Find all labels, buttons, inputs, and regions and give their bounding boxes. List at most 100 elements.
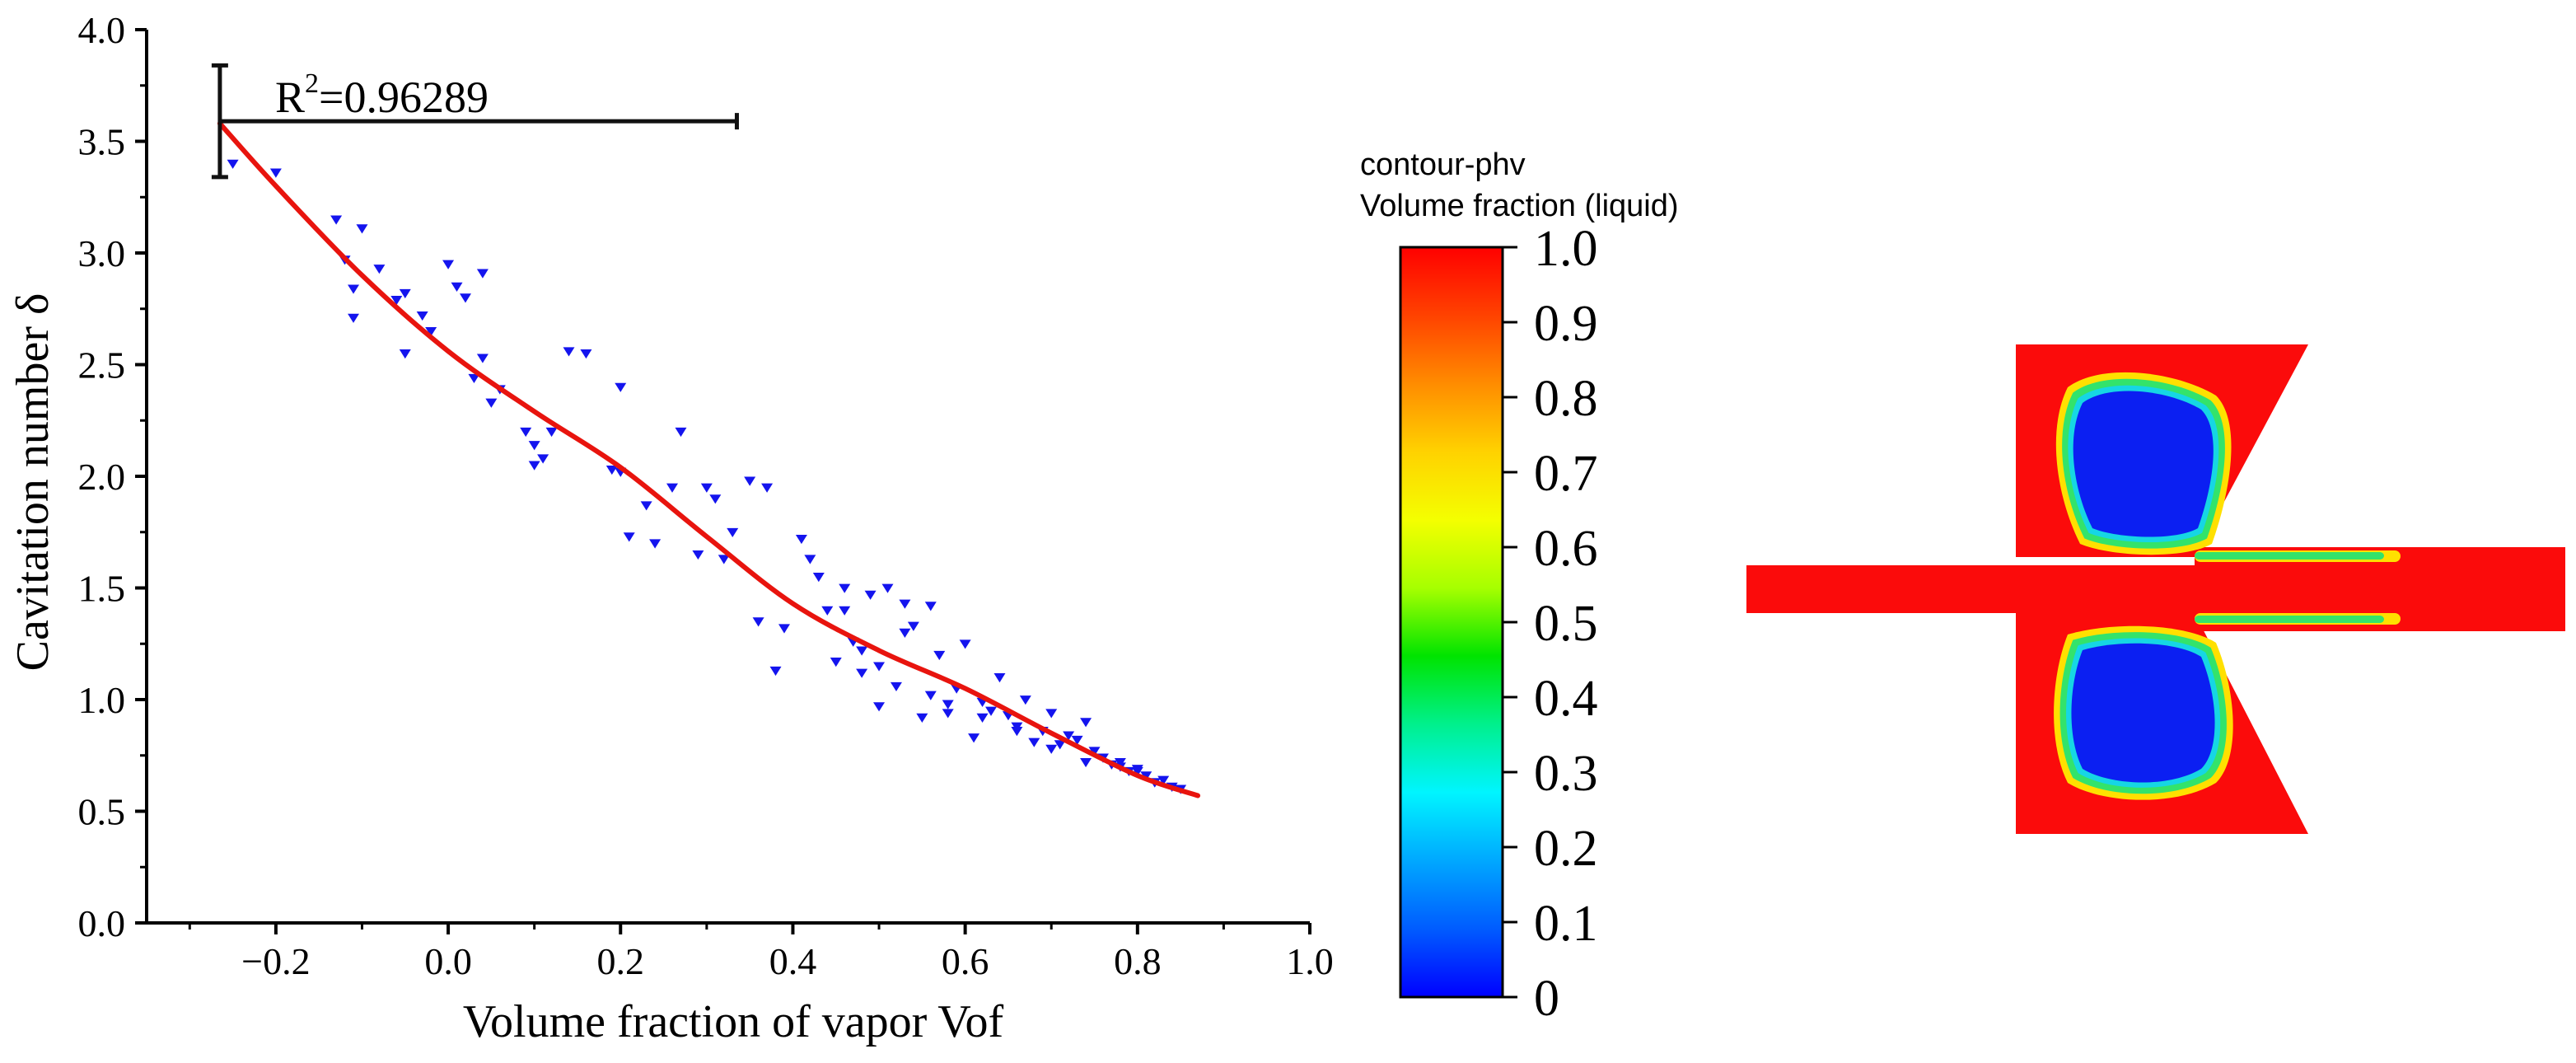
data-points <box>227 159 1187 794</box>
colorbar-tick-label: 0 <box>1534 971 1559 1027</box>
y-tick-label: 0.5 <box>78 791 126 833</box>
x-tick-label: 0.6 <box>942 940 989 982</box>
data-point <box>373 265 386 274</box>
y-tick-label: 1.5 <box>78 568 126 610</box>
data-point <box>330 215 343 225</box>
colorbar-tick-label: 0.1 <box>1534 896 1598 952</box>
data-point <box>812 573 825 583</box>
lower-jet <box>2195 616 2384 623</box>
data-point <box>528 441 540 451</box>
y-tick-label: 4.0 <box>78 9 126 51</box>
data-point <box>1019 695 1031 705</box>
contour-image <box>1746 344 2565 834</box>
data-point <box>718 555 730 564</box>
data-point <box>993 673 1006 683</box>
data-point <box>1140 771 1152 781</box>
data-point <box>907 621 919 631</box>
data-point <box>1028 738 1040 747</box>
data-point <box>985 706 998 716</box>
data-point <box>1054 740 1066 750</box>
data-point <box>873 662 886 672</box>
data-point <box>390 296 403 306</box>
data-point <box>675 427 687 438</box>
colorbar-title-line2: Volume fraction (liquid) <box>1360 189 1679 223</box>
colorbar-tick-label: 0.3 <box>1534 746 1598 802</box>
data-point <box>605 465 618 475</box>
data-point <box>821 606 834 616</box>
data-point <box>700 483 713 493</box>
data-point <box>615 382 627 392</box>
data-point <box>356 224 368 234</box>
colorbar-tick-label: 0.6 <box>1534 521 1598 577</box>
colorbar-tick-label: 0.5 <box>1534 596 1598 652</box>
x-tick-label: 0.2 <box>597 940 645 982</box>
data-point <box>839 606 851 616</box>
x-tick-label: 0.8 <box>1114 940 1162 982</box>
scatter-plot: 0.0 0.5 1.0 1.5 2.0 2.5 3.0 3.5 4.0 −0.2 0.0 0.2 0.… <box>7 9 1334 1047</box>
data-point <box>1011 727 1023 737</box>
data-point <box>899 599 911 609</box>
data-point <box>227 159 239 169</box>
data-point <box>399 349 411 359</box>
data-point <box>933 650 946 661</box>
x-tick-label: 0.0 <box>424 940 472 982</box>
data-point <box>649 539 662 549</box>
data-point <box>537 454 549 464</box>
data-point <box>881 583 894 593</box>
upper-cavity-vapor <box>2073 391 2214 537</box>
colorbar-tick-label: 0.4 <box>1534 671 1598 727</box>
data-point <box>942 700 954 709</box>
colorbar-tick-label: 0.8 <box>1534 371 1598 427</box>
colorbar-tick-label: 0.7 <box>1534 446 1598 502</box>
data-point <box>348 284 360 294</box>
colorbar: contour-phv Volume fraction (liquid) 1.0… <box>1360 148 1679 1027</box>
data-point <box>545 427 558 438</box>
y-tick-label: 2.5 <box>78 344 126 386</box>
y-tick-label: 0.0 <box>78 902 126 944</box>
y-tick-label: 1.0 <box>78 679 126 721</box>
data-point <box>752 617 764 627</box>
data-point <box>916 713 928 723</box>
lower-cavity-vapor <box>2071 643 2215 783</box>
data-point <box>942 709 954 719</box>
x-tick-label: −0.2 <box>241 940 310 982</box>
upper-jet <box>2195 552 2384 560</box>
colorbar-title-line1: contour-phv <box>1360 148 1526 182</box>
r-squared-annotation: R2=0.96289 <box>275 68 489 122</box>
data-point <box>924 602 937 611</box>
data-point <box>744 476 756 486</box>
data-point <box>1088 747 1101 756</box>
colorbar-ticks: 1.0 0.9 0.8 0.7 0.6 0.5 0.4 0.3 0.2 0.1 0 <box>1503 221 1598 1027</box>
x-axis-label: Volume fraction of vapor Vof <box>463 996 1004 1047</box>
data-point <box>795 534 807 545</box>
data-point <box>520 427 532 438</box>
x-tick-label: 1.0 <box>1286 940 1334 982</box>
data-point <box>451 282 463 292</box>
data-point <box>873 702 886 712</box>
data-point <box>727 527 739 538</box>
data-point <box>839 583 851 593</box>
data-point <box>476 269 489 279</box>
y-tick-label: 2.0 <box>78 456 126 498</box>
data-point <box>1080 757 1092 768</box>
y-tick-label: 3.5 <box>78 121 126 163</box>
data-point <box>1063 731 1075 741</box>
data-point <box>468 373 480 384</box>
data-point <box>1045 709 1058 719</box>
data-point <box>416 311 428 321</box>
data-point <box>399 288 411 299</box>
data-point <box>623 532 635 542</box>
data-point <box>692 550 704 560</box>
data-point <box>856 668 868 678</box>
data-point <box>804 555 816 564</box>
y-tick-label: 3.0 <box>78 232 126 274</box>
x-axis-ticks: −0.2 0.0 0.2 0.4 0.6 0.8 1.0 <box>188 923 1334 982</box>
data-point <box>1045 744 1058 754</box>
data-point <box>666 483 679 493</box>
colorbar-tick-label: 0.9 <box>1534 296 1598 352</box>
data-point <box>830 658 842 667</box>
data-point <box>976 713 989 723</box>
data-point <box>968 733 980 743</box>
y-axis-ticks: 0.0 0.5 1.0 1.5 2.0 2.5 3.0 3.5 4.0 <box>78 9 147 944</box>
error-bar <box>211 63 739 180</box>
